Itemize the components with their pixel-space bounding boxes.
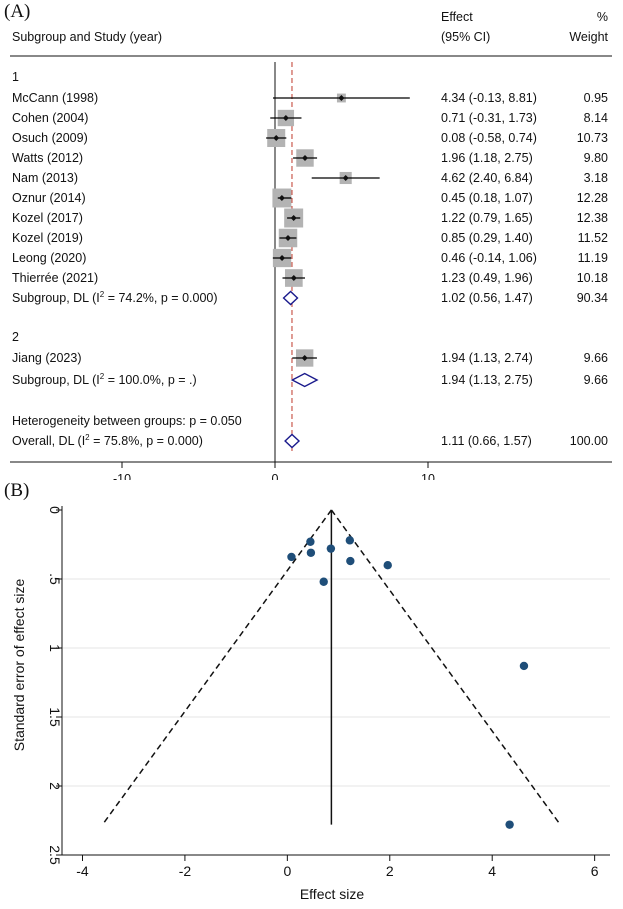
forest-x-tick-label: -10 [113, 472, 131, 480]
row-label: Leong (2020) [12, 251, 86, 265]
funnel-plot: -4 -2 0 2 4 6 0 .5 1 1.5 2 2.5 Effect size Standard… [11, 506, 610, 902]
study-point-estimate [301, 155, 308, 161]
row-label: Kozel (2017) [12, 211, 83, 225]
row-effect-ci: 0.45 (0.18, 1.07) [441, 191, 533, 205]
row-effect-ci: 1.96 (1.18, 2.75) [441, 151, 533, 165]
forest-plot: Effect % Subgroup and Study (year) (95% … [10, 10, 612, 480]
row-weight: 11.19 [578, 251, 608, 265]
row-weight: 9.80 [584, 151, 608, 165]
row-weight: 90.34 [577, 291, 608, 305]
group-1-label: 1 [12, 70, 19, 84]
row-effect-ci: 1.94 (1.13, 2.75) [441, 373, 533, 387]
row-weight: 11.52 [578, 231, 608, 245]
row-effect-ci: 1.02 (0.56, 1.47) [441, 291, 533, 305]
overall-diamond [284, 433, 301, 449]
row-weight: 100.00 [570, 434, 608, 448]
row-weight: 12.38 [577, 211, 608, 225]
row-weight: 12.28 [577, 191, 608, 205]
study-point-estimate [278, 195, 285, 201]
study-point-estimate [338, 95, 345, 101]
funnel-point [287, 552, 296, 562]
funnel-y-tick-label: 0 [47, 506, 63, 514]
row-effect-ci: 1.23 (0.49, 1.96) [441, 271, 533, 285]
study-point-estimate [273, 135, 280, 141]
subgroup-diamond [290, 372, 319, 388]
funnel-point [383, 561, 392, 570]
row-weight: 10.18 [577, 271, 608, 285]
row-label: Nam (2013) [12, 171, 78, 185]
row-weight: 10.73 [577, 131, 608, 145]
funnel-xlabel: Effect size [300, 886, 365, 902]
header-weight-line1: % [597, 10, 608, 24]
funnel-y-tick-label: 2 [47, 782, 63, 790]
row-label: Watts (2012) [12, 151, 83, 165]
study-point-estimate [342, 175, 349, 181]
funnel-x-tick-label: 2 [386, 863, 394, 879]
row-label: McCann (1998) [12, 91, 98, 105]
study-point-estimate [282, 115, 289, 121]
header-effect-line1: Effect [441, 10, 473, 24]
row-weight: 0.95 [584, 91, 608, 105]
study-point-estimate [290, 275, 297, 281]
header-weight-line2: Weight [569, 30, 608, 44]
row-effect-ci: 0.08 (-0.58, 0.74) [441, 131, 537, 145]
subgroup-diamond [282, 290, 299, 306]
row-effect-ci: 1.11 (0.66, 1.57) [441, 434, 532, 448]
funnel-left-boundary [101, 509, 332, 826]
panel-b-label: (B) [4, 480, 30, 501]
row-effect-ci: 4.62 (2.40, 6.84) [441, 171, 533, 185]
funnel-point [326, 544, 336, 553]
row-weight: 3.18 [584, 171, 608, 185]
row-weight: 9.66 [584, 373, 608, 387]
row-label: Subgroup, DL (I2 = 74.2%, p = 0.000) [12, 290, 218, 305]
row-label: Oznur (2014) [12, 191, 86, 205]
row-label: Thierrée (2021) [12, 271, 98, 285]
study-point-estimate [279, 255, 286, 261]
forest-x-tick-label: 10 [421, 472, 435, 480]
row-effect-ci: 0.71 (-0.31, 1.73) [441, 111, 537, 125]
heterogeneity-text: Heterogeneity between groups: p = 0.050 [12, 414, 242, 428]
row-effect-ci: 1.94 (1.13, 2.74) [441, 351, 533, 365]
funnel-point [346, 556, 355, 566]
funnel-x-tick-label: -4 [76, 863, 89, 879]
header-effect-line2: (95% CI) [441, 30, 490, 44]
row-weight: 8.14 [584, 111, 608, 125]
funnel-y-tick-label: .5 [47, 573, 63, 585]
row-effect-ci: 0.46 (-0.14, 1.06) [441, 251, 537, 265]
row-label: Cohen (2004) [12, 111, 88, 125]
funnel-point [306, 548, 316, 557]
funnel-x-tick-label: 0 [283, 863, 291, 879]
row-label: Jiang (2023) [12, 351, 82, 365]
study-point-estimate [301, 355, 308, 361]
funnel-y-tick-label: 1 [47, 644, 63, 652]
funnel-x-tick-label: -2 [179, 863, 192, 879]
forest-x-tick-label: 0 [272, 472, 279, 480]
funnel-y-tick-label: 2.5 [47, 845, 63, 865]
funnel-ylabel: Standard error of effect size [11, 579, 27, 752]
row-effect-ci: 0.85 (0.29, 1.40) [441, 231, 533, 245]
panel-a-label: (A) [4, 1, 31, 22]
row-effect-ci: 4.34 (-0.13, 8.81) [441, 91, 537, 105]
funnel-y-tick-label: 1.5 [47, 707, 63, 727]
funnel-x-tick-label: 6 [591, 863, 599, 879]
header-study-column: Subgroup and Study (year) [12, 30, 162, 44]
funnel-point [319, 577, 328, 586]
funnel-point [306, 537, 315, 546]
funnel-right-boundary [330, 509, 561, 826]
funnel-point [505, 820, 514, 829]
group-2-label: 2 [12, 330, 19, 344]
row-weight: 9.66 [584, 351, 608, 365]
funnel-x-tick-label: 4 [488, 863, 496, 879]
row-label: Subgroup, DL (I2 = 100.0%, p = .) [12, 372, 197, 387]
row-label: Kozel (2019) [12, 231, 83, 245]
funnel-point [519, 661, 529, 671]
study-point-estimate [290, 215, 297, 221]
funnel-point [345, 536, 355, 545]
row-label: Overall, DL (I2 = 75.8%, p = 0.000) [12, 433, 203, 448]
row-label: Osuch (2009) [12, 131, 88, 145]
row-effect-ci: 1.22 (0.79, 1.65) [441, 211, 533, 225]
study-point-estimate [285, 235, 292, 241]
